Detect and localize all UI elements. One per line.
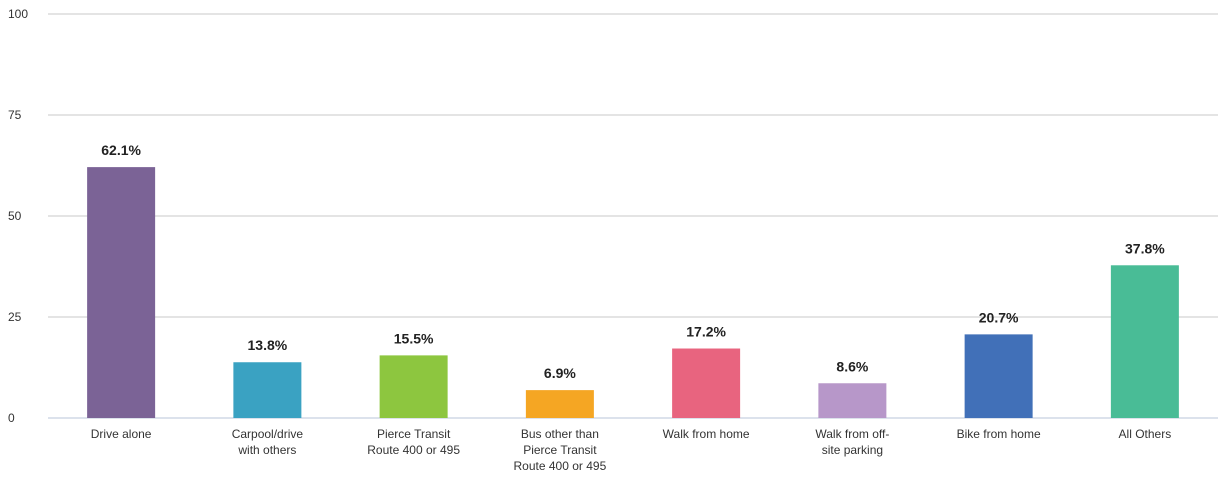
y-tick-label: 25 — [8, 310, 22, 324]
x-tick-label: with others — [237, 443, 296, 457]
y-axis: 0 25 50 75 100 — [8, 7, 28, 425]
bar — [1110, 265, 1179, 418]
y-tick-label: 0 — [8, 411, 15, 425]
data-label: 6.9% — [544, 365, 576, 381]
x-axis: Drive alone Carpool/drive with others Pierc… — [91, 427, 1171, 473]
x-tick-label: Walk from off- — [815, 427, 889, 441]
gridlines — [48, 13, 1218, 419]
x-tick-label: Route 400 or 495 — [514, 459, 607, 473]
data-label: 13.8% — [248, 337, 288, 353]
data-label: 15.5% — [394, 330, 434, 346]
x-tick-label: Walk from home — [663, 427, 750, 441]
bar — [233, 362, 302, 418]
bar — [379, 355, 448, 418]
x-tick-label: Drive alone — [91, 427, 152, 441]
data-label: 37.8% — [1125, 240, 1165, 256]
x-tick-label: Pierce Transit — [523, 443, 597, 457]
y-tick-label: 100 — [8, 7, 28, 21]
x-tick-label: Route 400 or 495 — [367, 443, 460, 457]
data-label: 17.2% — [686, 324, 726, 340]
bar — [87, 167, 156, 418]
x-tick-label: All Others — [1119, 427, 1172, 441]
bar — [525, 390, 594, 418]
data-labels: 62.1% 13.8% 15.5% 6.9% 17.2% 8.6% 20.7% 37.8% — [101, 142, 1165, 381]
y-tick-label: 75 — [8, 108, 22, 122]
bar — [818, 383, 887, 418]
bar — [672, 348, 741, 418]
data-label: 20.7% — [979, 309, 1019, 325]
x-tick-label: Bike from home — [957, 427, 1041, 441]
x-tick-label: site parking — [822, 443, 883, 457]
x-tick-label: Bus other than — [521, 427, 599, 441]
x-tick-label: Carpool/drive — [232, 427, 304, 441]
data-label: 8.6% — [836, 358, 868, 374]
bars — [87, 167, 1179, 418]
y-tick-label: 50 — [8, 209, 22, 223]
data-label: 62.1% — [101, 142, 141, 158]
x-tick-label: Pierce Transit — [377, 427, 451, 441]
bar — [964, 334, 1033, 418]
